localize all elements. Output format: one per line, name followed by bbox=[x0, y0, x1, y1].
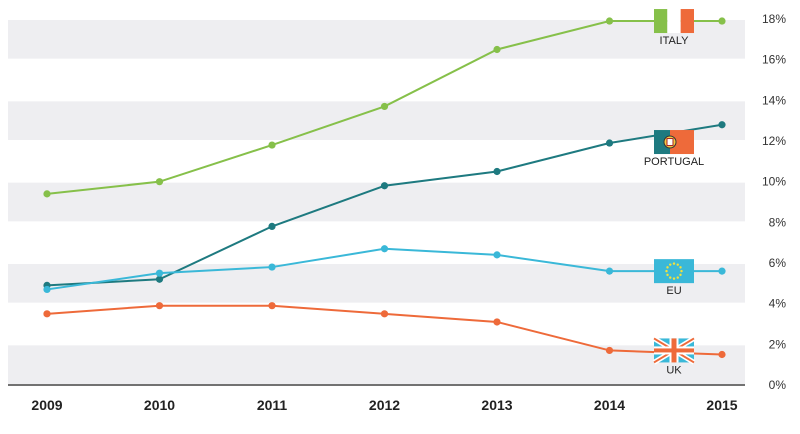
data-point bbox=[718, 268, 725, 275]
y-tick-label: 16% bbox=[762, 53, 786, 67]
eu-flag bbox=[654, 259, 694, 283]
data-point bbox=[718, 351, 725, 358]
x-tick-label: 2010 bbox=[144, 397, 175, 413]
series-label-portugal: PORTUGAL bbox=[644, 156, 704, 168]
x-tick-label: 2015 bbox=[706, 397, 737, 413]
data-point bbox=[493, 168, 500, 175]
data-point bbox=[268, 263, 275, 270]
data-point bbox=[606, 347, 613, 354]
data-point bbox=[156, 302, 163, 309]
data-point bbox=[718, 17, 725, 24]
data-point bbox=[268, 141, 275, 148]
y-tick-label: 0% bbox=[769, 378, 787, 392]
y-axis-ticks: 0% 2% 4% 6% 8% 10% 12% 14% 16% 18% bbox=[762, 12, 786, 392]
data-point bbox=[606, 268, 613, 275]
x-tick-label: 2012 bbox=[369, 397, 400, 413]
line-chart: 0%2%4%6%8%10%12%14%16%18% 2009 2010 2011 20… bbox=[0, 0, 800, 434]
series-label-eu: EU bbox=[666, 285, 681, 297]
data-point bbox=[381, 310, 388, 317]
y-tick-label: 12% bbox=[762, 134, 786, 148]
background-band bbox=[8, 20, 745, 59]
y-tick-label: 10% bbox=[762, 175, 786, 189]
x-tick-label: 2013 bbox=[481, 397, 512, 413]
background-band bbox=[8, 101, 745, 140]
background-band bbox=[8, 264, 745, 303]
data-point bbox=[43, 190, 50, 197]
portugal-flag bbox=[654, 130, 694, 154]
x-axis-ticks: 2009 2010 2011 2012 2013 2014 2015 bbox=[31, 397, 737, 413]
data-point bbox=[718, 121, 725, 128]
data-point bbox=[381, 182, 388, 189]
x-tick-label: 2011 bbox=[257, 397, 288, 413]
y-tick-label: 14% bbox=[762, 93, 786, 107]
data-point bbox=[493, 46, 500, 53]
y-tick-label: 6% bbox=[769, 256, 787, 270]
data-point bbox=[606, 139, 613, 146]
y-tick-label: 18% bbox=[762, 12, 786, 26]
data-point bbox=[493, 251, 500, 258]
background-bands bbox=[8, 20, 745, 384]
uk-flag bbox=[654, 338, 694, 362]
series-label-uk: UK bbox=[666, 364, 682, 376]
x-tick-label: 2014 bbox=[594, 397, 625, 413]
data-point bbox=[43, 310, 50, 317]
italy-flag bbox=[654, 9, 694, 33]
data-point bbox=[493, 318, 500, 325]
data-point bbox=[606, 17, 613, 24]
data-point bbox=[268, 302, 275, 309]
series-label-italy: ITALY bbox=[660, 35, 690, 47]
data-point bbox=[156, 270, 163, 277]
data-point bbox=[43, 286, 50, 293]
data-point bbox=[381, 103, 388, 110]
y-tick-label: 4% bbox=[769, 297, 787, 311]
data-point bbox=[156, 178, 163, 185]
data-point bbox=[268, 223, 275, 230]
y-tick-label: 2% bbox=[769, 337, 787, 351]
data-point bbox=[381, 245, 388, 252]
y-tick-label: 8% bbox=[769, 215, 787, 229]
x-tick-label: 2009 bbox=[31, 397, 62, 413]
